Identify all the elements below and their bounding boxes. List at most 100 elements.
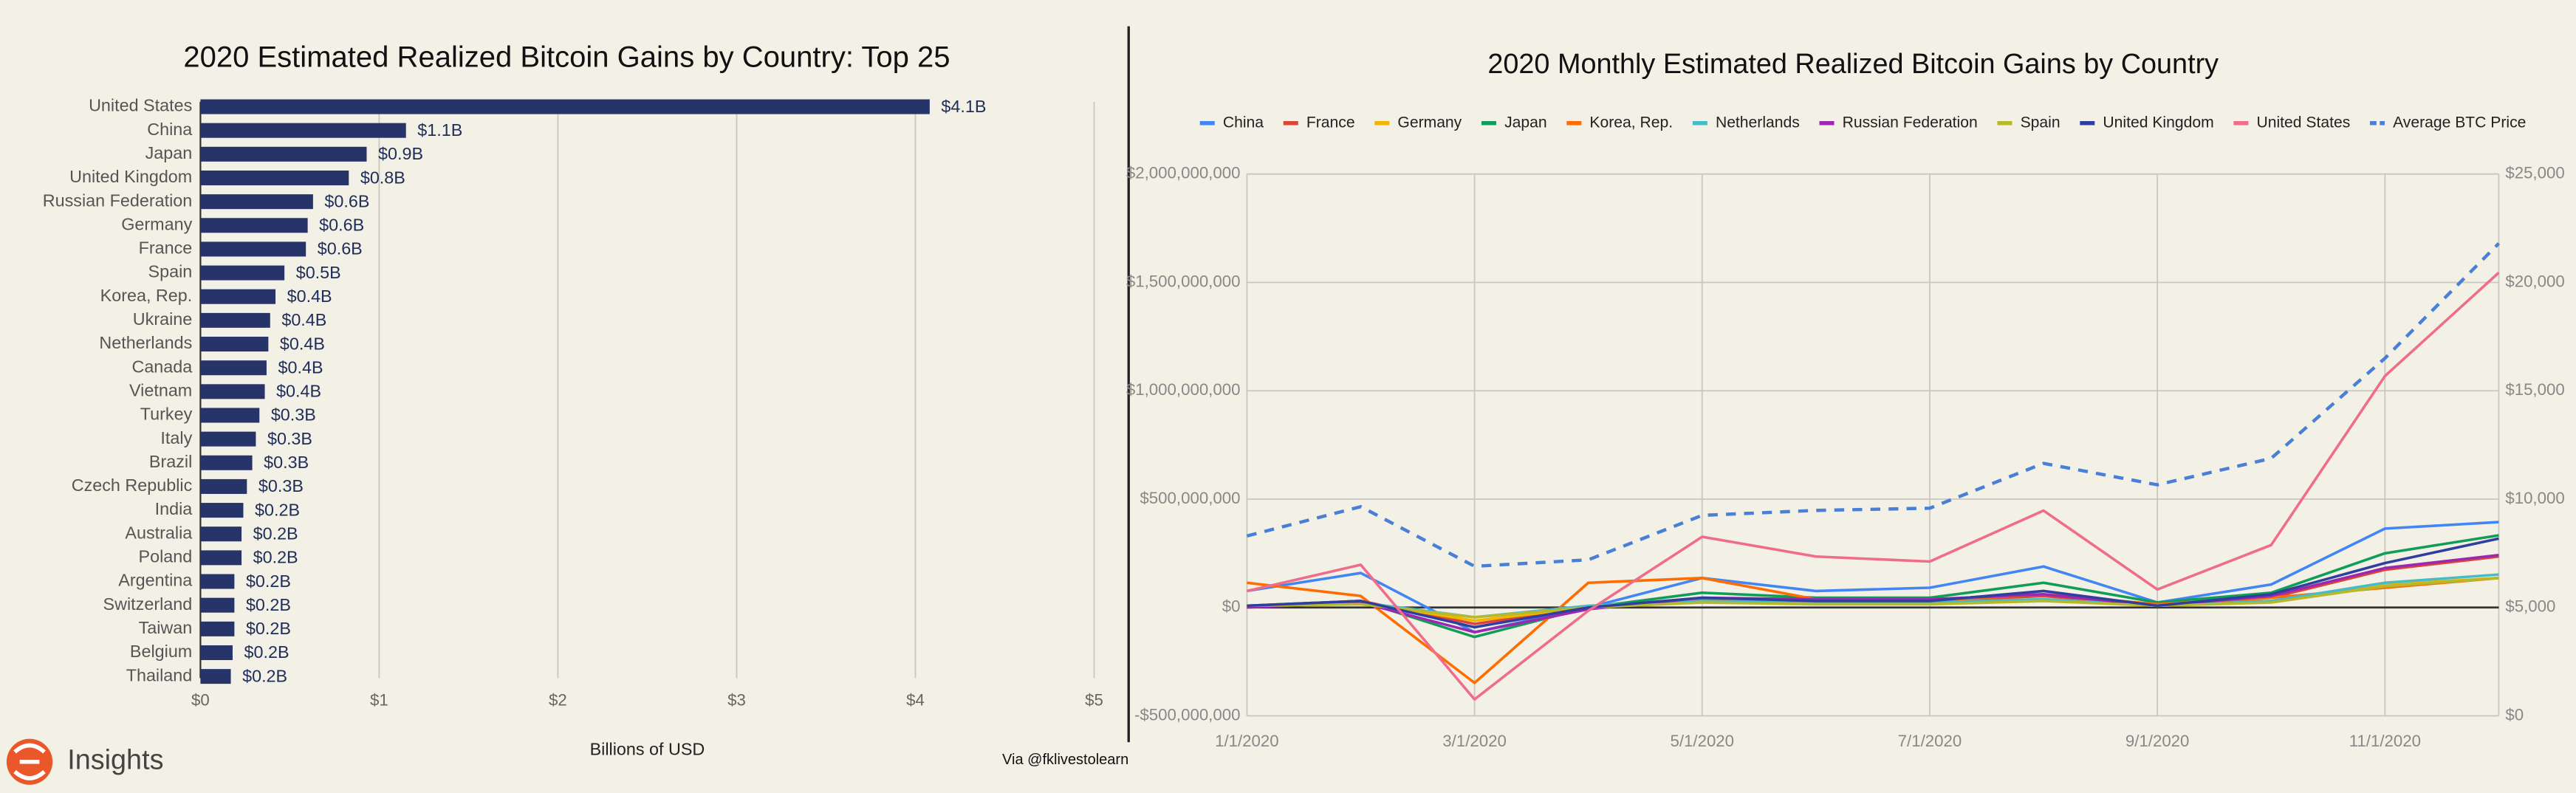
value-label: $1.1B: [417, 120, 462, 140]
x-tick-label: $2: [549, 690, 567, 709]
series-line: [1247, 553, 2499, 634]
x-tick-label: 7/1/2020: [1898, 732, 1962, 750]
category-label: Ukraine: [133, 309, 192, 329]
bar: [200, 289, 276, 304]
category-label: Czech Republic: [72, 476, 193, 495]
y2-tick-label: $10,000: [2505, 489, 2564, 507]
category-label: Poland: [139, 547, 193, 566]
bar: [200, 408, 260, 423]
category-label: Brazil: [149, 452, 192, 471]
bar: [200, 384, 265, 399]
bar: [200, 265, 285, 281]
value-label: $0.3B: [264, 453, 309, 472]
y-tick-label: $0: [1222, 597, 1241, 616]
y-tick-label: $2,000,000,000: [1126, 164, 1241, 182]
bar: [200, 99, 930, 114]
bar: [200, 218, 308, 233]
value-label: $0.2B: [253, 524, 298, 543]
chart-title: 2020 Monthly Estimated Realized Bitcoin …: [1487, 49, 2219, 80]
y-tick-label: -$500,000,000: [1134, 705, 1240, 724]
legend-label: France: [1306, 114, 1355, 131]
y2-tick-label: $15,000: [2505, 380, 2564, 399]
category-label: Germany: [121, 214, 192, 233]
category-label: Vietnam: [129, 381, 192, 400]
value-label: $0.2B: [246, 595, 291, 614]
value-label: $0.3B: [267, 429, 312, 448]
legend-label: Spain: [2021, 114, 2061, 131]
x-axis-title: Billions of USD: [590, 739, 705, 758]
bar: [200, 503, 244, 518]
bar: [200, 574, 235, 589]
value-label: $0.2B: [246, 571, 291, 591]
chart-title: 2020 Estimated Realized Bitcoin Gains by…: [183, 41, 950, 74]
value-label: $0.4B: [276, 382, 321, 401]
y2-tick-label: $25,000: [2505, 164, 2564, 182]
legend-label: Korea, Rep.: [1589, 114, 1673, 131]
bar: [200, 194, 313, 210]
bar: [200, 669, 231, 684]
value-label: $0.2B: [244, 642, 290, 662]
bar: [200, 455, 253, 470]
x-tick-label: 3/1/2020: [1442, 732, 1507, 750]
legend-label: United Kingdom: [2103, 114, 2213, 131]
x-tick-label: $4: [906, 690, 925, 709]
x-tick-label: 1/1/2020: [1215, 732, 1279, 750]
category-label: China: [147, 120, 192, 139]
bar: [200, 312, 270, 328]
category-label: United States: [89, 96, 192, 115]
legend-label: Average BTC Price: [2393, 114, 2526, 131]
bar: [200, 123, 406, 138]
series-line: [1247, 577, 2499, 619]
legend-label: Russian Federation: [1843, 114, 1978, 131]
category-label: India: [155, 499, 193, 518]
category-label: United Kingdom: [69, 167, 192, 186]
category-label: Italy: [160, 428, 192, 447]
x-tick-label: $1: [370, 690, 388, 709]
value-label: $0.4B: [278, 357, 323, 377]
x-tick-label: $5: [1085, 690, 1103, 709]
value-label: $0.2B: [242, 666, 287, 685]
series-line: [1246, 242, 2501, 569]
category-label: Korea, Rep.: [100, 286, 193, 305]
value-label: $0.8B: [360, 168, 405, 187]
bar: [200, 550, 242, 566]
value-label: $0.4B: [280, 334, 325, 353]
series-line: [1247, 534, 2499, 639]
category-label: Canada: [131, 357, 192, 376]
value-label: $0.6B: [318, 239, 363, 258]
bar: [200, 241, 306, 257]
category-label: France: [139, 238, 193, 258]
y2-tick-label: $5,000: [2505, 597, 2555, 616]
x-tick-label: $0: [191, 690, 210, 709]
series-line: [1247, 537, 2499, 629]
bar: [200, 597, 235, 613]
x-tick-label: 5/1/2020: [1670, 732, 1734, 750]
y-tick-label: $500,000,000: [1140, 489, 1240, 507]
category-label: Thailand: [126, 665, 193, 684]
legend-label: China: [1223, 114, 1264, 131]
legend-label: United States: [2257, 114, 2351, 131]
value-label: $0.3B: [271, 405, 316, 425]
bar: [200, 478, 247, 494]
value-label: $0.2B: [255, 500, 300, 519]
category-label: Switzerland: [103, 594, 193, 614]
category-label: Turkey: [140, 405, 193, 424]
bar: [200, 526, 242, 542]
bar: [200, 337, 269, 352]
value-label: $0.5B: [296, 263, 341, 282]
series-line: [1246, 271, 2500, 701]
category-label: Belgium: [130, 642, 192, 661]
legend-label: Germany: [1397, 114, 1462, 131]
x-tick-label: $3: [727, 690, 746, 709]
bar: [200, 170, 349, 185]
value-label: $0.2B: [246, 619, 291, 638]
logo: [6, 738, 53, 785]
category-label: Spain: [148, 262, 193, 281]
value-label: $0.4B: [281, 310, 326, 329]
value-label: $0.6B: [324, 191, 369, 210]
value-label: $0.2B: [253, 548, 298, 567]
bar: [200, 360, 267, 376]
category-label: Taiwan: [139, 618, 193, 637]
